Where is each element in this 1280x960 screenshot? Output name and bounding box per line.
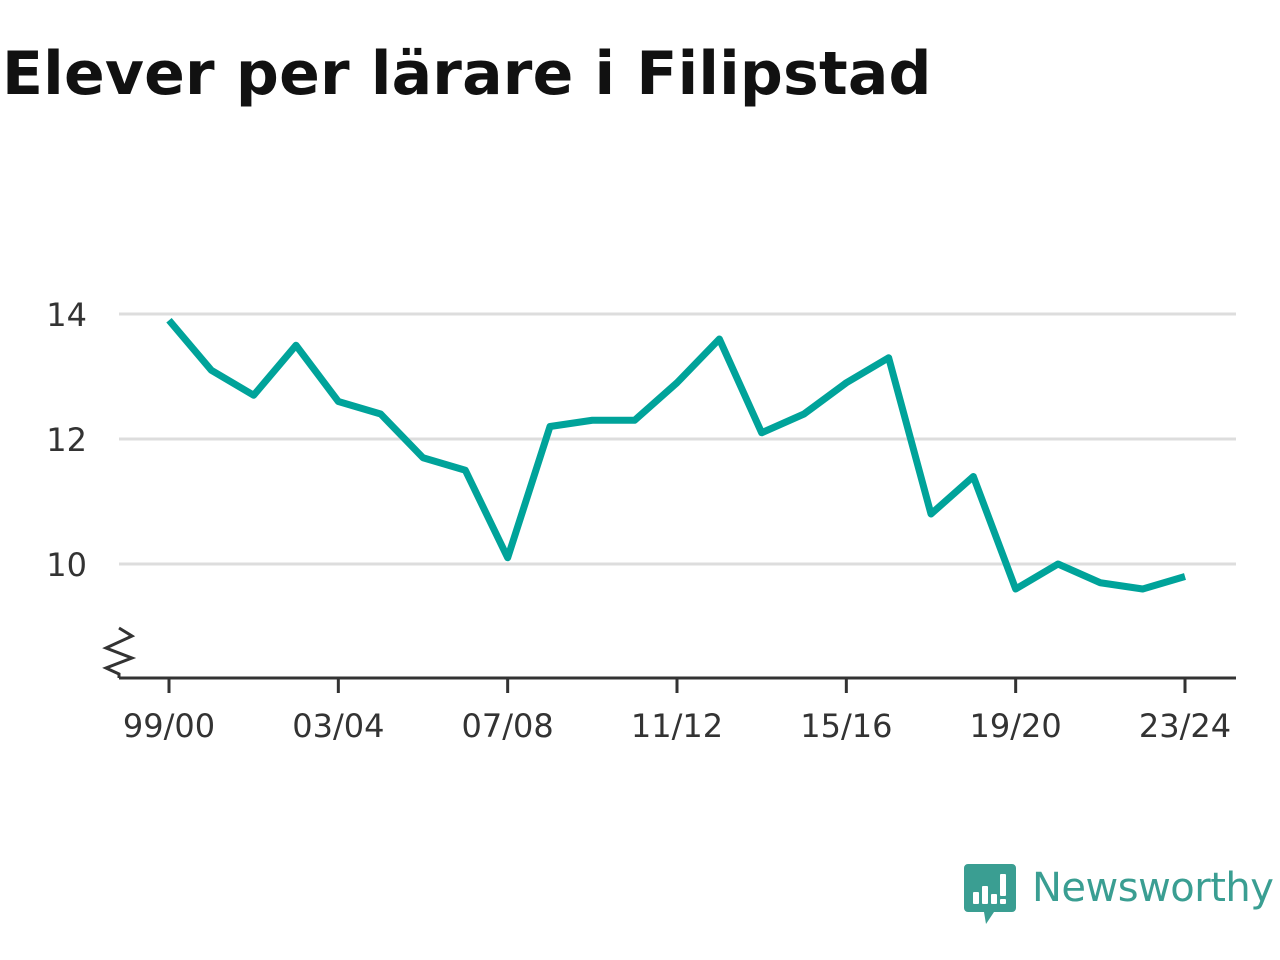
brand-name: Newsworthy bbox=[1032, 865, 1274, 911]
series-layer bbox=[166, 317, 1186, 593]
y-tick-label-14: 14 bbox=[46, 296, 87, 334]
x-tick-label-07-08: 07/08 bbox=[462, 707, 554, 745]
y-tick-label-10: 10 bbox=[46, 546, 87, 584]
chart-title: Elever per lärare i Filipstad bbox=[2, 39, 932, 109]
x-axis: 99/00 03/04 07/08 11/12 15/16 19/20 23/24 bbox=[102, 626, 1236, 745]
newsworthy-brand: Newsworthy bbox=[964, 862, 1280, 928]
y-tick-label-12: 12 bbox=[46, 421, 87, 459]
x-tick-label-11-12: 11/12 bbox=[631, 707, 723, 745]
newsworthy-bar-chart-logo-icon bbox=[964, 864, 1016, 924]
y-axis-break bbox=[102, 626, 137, 678]
y-axis-labels: 10 12 14 bbox=[46, 296, 87, 584]
x-tick-label-15-16: 15/16 bbox=[800, 707, 892, 745]
x-tick-label-23-24: 23/24 bbox=[1139, 707, 1231, 745]
gridlines bbox=[119, 312, 1236, 566]
x-tick-label-99-00: 99/00 bbox=[123, 707, 215, 745]
x-tick-label-19-20: 19/20 bbox=[970, 707, 1062, 745]
x-tick-label-03-04: 03/04 bbox=[292, 707, 384, 745]
series-line-0 bbox=[166, 317, 1186, 593]
